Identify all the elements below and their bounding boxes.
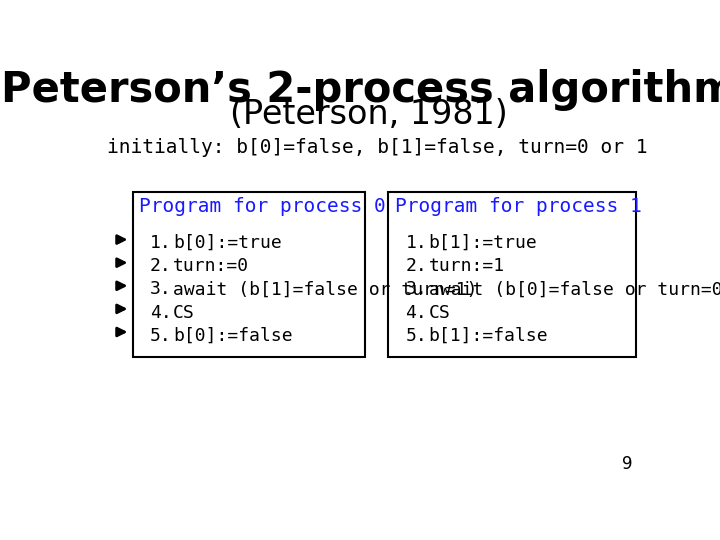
- Text: b[1]:=false: b[1]:=false: [428, 327, 549, 345]
- Text: 4.: 4.: [150, 303, 171, 321]
- Text: 9: 9: [622, 455, 632, 473]
- Text: Program for process 0: Program for process 0: [139, 197, 386, 216]
- Bar: [388, 192, 636, 357]
- Text: initially: b[0]=false, b[1]=false, turn=0 or 1: initially: b[0]=false, b[1]=false, turn=…: [107, 138, 647, 157]
- Text: turn:=1: turn:=1: [428, 257, 505, 275]
- Text: b[0]:=false: b[0]:=false: [173, 327, 292, 345]
- Text: await (b[1]=false or turn=1): await (b[1]=false or turn=1): [173, 280, 477, 299]
- Text: 1.: 1.: [150, 234, 171, 252]
- Text: b[1]:=true: b[1]:=true: [428, 234, 537, 252]
- Text: 2.: 2.: [150, 257, 171, 275]
- Text: 1.: 1.: [405, 234, 427, 252]
- Text: Program for process 1: Program for process 1: [395, 197, 642, 216]
- Text: CS: CS: [428, 303, 451, 321]
- Text: b[0]:=true: b[0]:=true: [173, 234, 282, 252]
- Text: 3.: 3.: [150, 280, 171, 299]
- Text: 4.: 4.: [405, 303, 427, 321]
- Text: (Peterson, 1981): (Peterson, 1981): [230, 98, 508, 131]
- Text: 5.: 5.: [405, 327, 427, 345]
- Text: CS: CS: [173, 303, 194, 321]
- Bar: [132, 192, 365, 357]
- Text: Peterson’s 2-process algorithm: Peterson’s 2-process algorithm: [1, 69, 720, 111]
- Text: 2.: 2.: [405, 257, 427, 275]
- Text: turn:=0: turn:=0: [173, 257, 249, 275]
- Text: 5.: 5.: [150, 327, 171, 345]
- Text: await (b[0]=false or turn=0): await (b[0]=false or turn=0): [428, 280, 720, 299]
- Text: 3.: 3.: [405, 280, 427, 299]
